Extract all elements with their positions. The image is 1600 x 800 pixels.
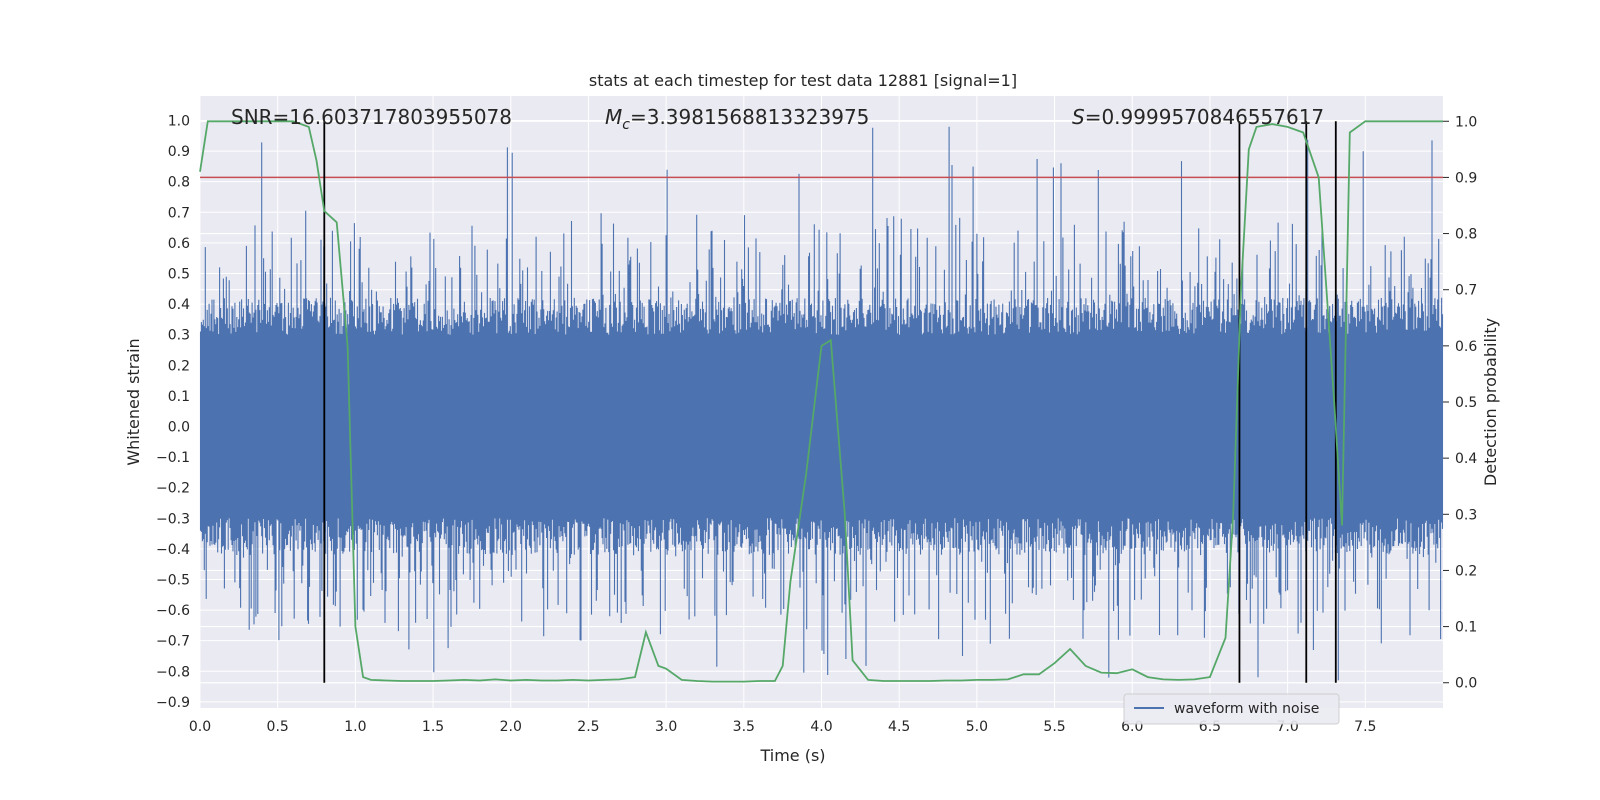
y-axis-ticks: 1.0 0.9 0.8 0.7 0.6 0.5 0.4 0.3 0.2 0.1 0.0 −0.1 −0.…: [156, 113, 190, 710]
y-tick-label: 0.2: [168, 358, 190, 374]
y-tick-label: 0.7: [168, 205, 190, 221]
y-tick-label: 0.6: [168, 236, 190, 252]
y-tick-label: −0.6: [156, 603, 190, 619]
y2-tick-label: 0.6: [1455, 339, 1477, 355]
legend-label: waveform with noise: [1174, 701, 1319, 717]
y-tick-label: −0.8: [156, 664, 190, 680]
y-tick-label: 0.8: [168, 175, 190, 191]
y-tick-label: −0.1: [156, 450, 190, 466]
chirp-mass-value: =3.3981568813323975: [630, 105, 869, 129]
x-tick-label: 2.5: [577, 719, 599, 735]
y2-axis-ticks: 1.0 0.9 0.8 0.7 0.6 0.5 0.4 0.3 0.2 0.1 0.0: [1443, 114, 1477, 692]
y2-tick-label: 0.7: [1455, 283, 1477, 299]
chirp-mass-symbol: M: [605, 105, 622, 129]
y-tick-label: 1.0: [168, 113, 190, 129]
y2-axis-label: Detection probability: [1481, 318, 1500, 486]
x-tick-label: 5.5: [1043, 719, 1065, 735]
y-tick-label: 0.4: [168, 297, 190, 313]
y-tick-label: 0.5: [168, 266, 190, 282]
legend: waveform with noise: [1123, 693, 1340, 725]
y-tick-label: −0.4: [156, 542, 190, 558]
chirp-mass-annotation: Mc=3.3981568813323975: [605, 105, 869, 133]
y2-tick-label: 0.5: [1455, 395, 1477, 411]
y-axis-label: Whitened strain: [124, 338, 143, 465]
y-tick-label: 0.9: [168, 144, 190, 160]
y2-tick-label: 0.4: [1455, 451, 1477, 467]
waveform-core: [200, 340, 1443, 513]
y-tick-label: −0.3: [156, 511, 190, 527]
score-annotation: S=0.9999570846557617: [1072, 105, 1324, 129]
x-tick-label: 4.5: [888, 719, 910, 735]
x-axis-label: Time (s): [759, 746, 825, 765]
snr-annotation: SNR=16.603717803955078: [231, 105, 512, 129]
legend-box: [1123, 693, 1340, 725]
y2-tick-label: 0.3: [1455, 507, 1477, 523]
x-tick-label: 0.5: [267, 719, 289, 735]
y-tick-label: −0.7: [156, 634, 190, 650]
y-tick-label: −0.2: [156, 481, 190, 497]
y-tick-label: 0.0: [168, 419, 190, 435]
x-tick-label: 3.5: [733, 719, 755, 735]
probability-series: [199, 120, 1443, 683]
y2-tick-label: 0.2: [1455, 563, 1477, 579]
x-tick-label: 3.0: [655, 719, 677, 735]
y2-tick-label: 0.9: [1455, 170, 1477, 186]
y2-tick-label: 0.1: [1455, 620, 1477, 636]
overlay-lines: [200, 121, 1443, 683]
y-tick-label: −0.5: [156, 572, 190, 588]
chirp-mass-subscript: c: [622, 117, 630, 133]
x-tick-label: 4.0: [810, 719, 832, 735]
chart-title: stats at each timestep for test data 128…: [589, 71, 1017, 90]
x-tick-label: 0.0: [189, 719, 211, 735]
x-tick-label: 1.5: [422, 719, 444, 735]
y-tick-label: 0.3: [168, 328, 190, 344]
y2-tick-label: 0.0: [1455, 676, 1477, 692]
x-tick-label: 1.0: [344, 719, 366, 735]
y2-tick-label: 0.8: [1455, 227, 1477, 243]
y2-tick-label: 1.0: [1455, 114, 1477, 130]
x-tick-label: 7.5: [1354, 719, 1376, 735]
probability-line: [199, 120, 1443, 683]
y-tick-label: −0.9: [156, 695, 190, 711]
y-tick-label: 0.1: [168, 389, 190, 405]
score-symbol: S: [1072, 105, 1085, 129]
x-tick-label: 5.0: [966, 719, 988, 735]
score-value: =0.9999570846557617: [1085, 105, 1324, 129]
x-tick-label: 2.0: [500, 719, 522, 735]
